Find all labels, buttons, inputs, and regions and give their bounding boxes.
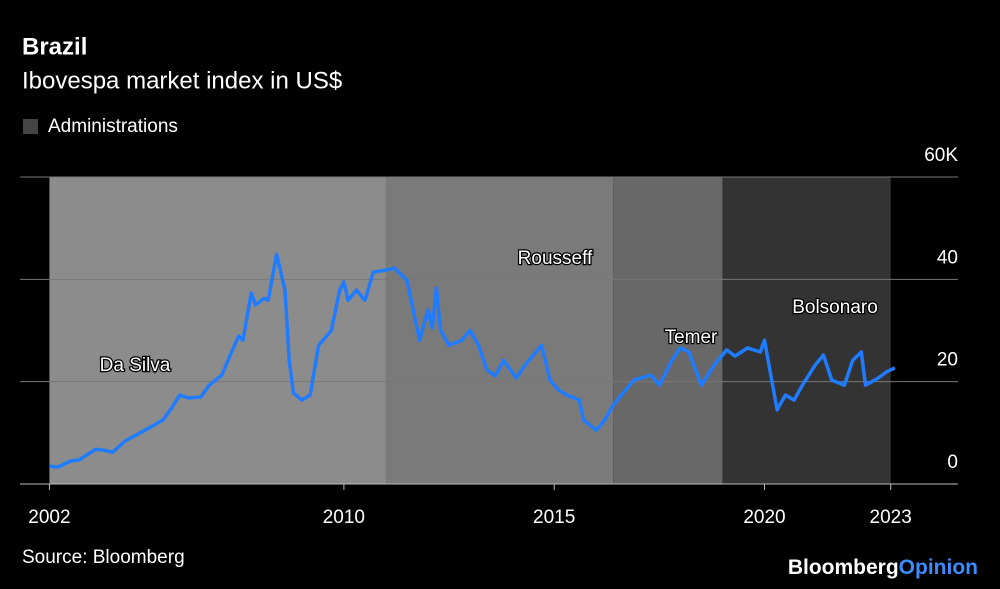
brand: BloombergOpinion <box>788 556 978 579</box>
source: Source: Bloomberg <box>22 547 185 568</box>
y-tick-label: 0 <box>947 452 958 473</box>
y-tick-label: 60K <box>924 145 958 166</box>
administration-band <box>613 177 723 484</box>
administration-label: Da Silva <box>100 355 171 376</box>
x-tick-label: 2010 <box>323 507 365 528</box>
x-tick-label: 2023 <box>870 507 912 528</box>
y-tick-label: 40 <box>937 247 958 268</box>
y-tick-label: 20 <box>937 350 958 371</box>
administration-label: Temer <box>665 327 718 348</box>
x-tick-label: 2015 <box>533 507 575 528</box>
brand-opinion: Opinion <box>899 556 978 579</box>
chart-subtitle: Ibovespa market index in US$ <box>22 67 342 94</box>
index-line <box>49 252 896 469</box>
administration-band <box>385 177 614 484</box>
administration-label: Rousseff <box>518 248 593 269</box>
administration-band <box>722 177 891 484</box>
x-tick-label: 2002 <box>28 507 70 528</box>
administration-band <box>49 177 386 484</box>
x-tick-label: 2020 <box>743 507 785 528</box>
legend-swatch <box>23 119 38 134</box>
brand-bloomberg: Bloomberg <box>788 556 899 579</box>
chart-title: Brazil <box>22 33 87 60</box>
legend-label: Administrations <box>48 116 178 137</box>
administration-label: Bolsonaro <box>792 297 878 318</box>
